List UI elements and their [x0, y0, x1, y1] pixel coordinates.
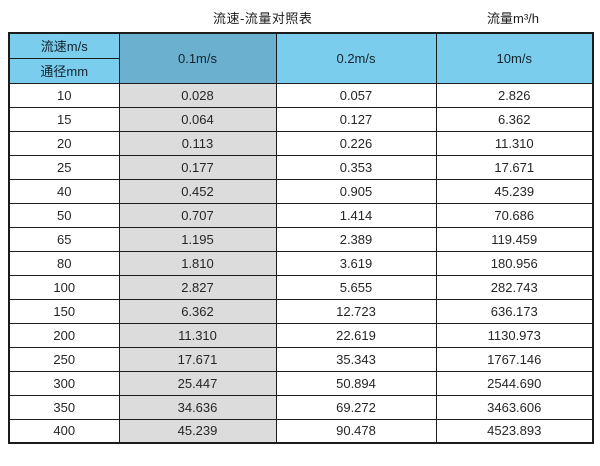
value-cell: 3.619: [275, 250, 437, 276]
caption-strip: 流速-流量对照表 流量m³/h: [0, 0, 600, 32]
value-cell: 1130.973: [435, 322, 594, 348]
diameter-cell: 200: [8, 322, 120, 348]
diameter-cell: 400: [8, 418, 120, 444]
value-cell: 119.459: [435, 226, 594, 252]
diameter-cell: 50: [8, 202, 120, 228]
value-cell: 69.272: [275, 394, 437, 420]
diameter-cell: 10: [8, 82, 120, 108]
diameter-cell: 300: [8, 370, 120, 396]
value-cell: 282.743: [435, 274, 594, 300]
value-cell: 12.723: [275, 298, 437, 324]
value-cell: 22.619: [275, 322, 437, 348]
value-cell: 636.173: [435, 298, 594, 324]
value-cell: 6.362: [118, 298, 277, 324]
value-cell: 25.447: [118, 370, 277, 396]
value-cell: 5.655: [275, 274, 437, 300]
table-row: 15 0.064 0.127 6.362: [8, 106, 594, 132]
value-cell: 4523.893: [435, 418, 594, 444]
table-header: 流速m/s 0.1m/s 0.2m/s 10m/s 通径mm: [8, 32, 594, 84]
table-row: 250 17.671 35.343 1767.146: [8, 346, 594, 372]
table-row: 50 0.707 1.414 70.686: [8, 202, 594, 228]
table-row: 25 0.177 0.353 17.671: [8, 154, 594, 180]
table-row: 80 1.810 3.619 180.956: [8, 250, 594, 276]
diameter-cell: 100: [8, 274, 120, 300]
diameter-cell: 80: [8, 250, 120, 276]
value-cell: 1.810: [118, 250, 277, 276]
value-cell: 0.226: [275, 130, 437, 156]
diameter-cell: 20: [8, 130, 120, 156]
value-cell: 2.826: [435, 82, 594, 108]
diameter-cell: 15: [8, 106, 120, 132]
value-cell: 1767.146: [435, 346, 594, 372]
value-cell: 17.671: [435, 154, 594, 180]
column-header-0-1ms: 0.1m/s: [118, 32, 277, 84]
table-row: 150 6.362 12.723 636.173: [8, 298, 594, 324]
value-cell: 0.905: [275, 178, 437, 204]
velocity-flow-table: 流速m/s 0.1m/s 0.2m/s 10m/s 通径mm 10 0.028 0.…: [8, 32, 594, 444]
value-cell: 50.894: [275, 370, 437, 396]
table-row: 20 0.113 0.226 11.310: [8, 130, 594, 156]
table-row: 350 34.636 69.272 3463.606: [8, 394, 594, 420]
value-cell: 180.956: [435, 250, 594, 276]
value-cell: 6.362: [435, 106, 594, 132]
value-cell: 0.064: [118, 106, 277, 132]
table-row: 100 2.827 5.655 282.743: [8, 274, 594, 300]
value-cell: 2.389: [275, 226, 437, 252]
table-row: 65 1.195 2.389 119.459: [8, 226, 594, 252]
value-cell: 17.671: [118, 346, 277, 372]
corner-velocity-label: 流速m/s: [8, 32, 120, 59]
value-cell: 2.827: [118, 274, 277, 300]
column-header-0-2ms: 0.2m/s: [275, 32, 437, 84]
value-cell: 34.636: [118, 394, 277, 420]
value-cell: 0.177: [118, 154, 277, 180]
value-cell: 0.057: [275, 82, 437, 108]
value-cell: 45.239: [118, 418, 277, 444]
table-title: 流速-流量对照表: [213, 11, 313, 26]
table-row: 10 0.028 0.057 2.826: [8, 82, 594, 108]
value-cell: 1.195: [118, 226, 277, 252]
value-cell: 3463.606: [435, 394, 594, 420]
value-cell: 0.127: [275, 106, 437, 132]
diameter-cell: 250: [8, 346, 120, 372]
diameter-cell: 65: [8, 226, 120, 252]
diameter-cell: 350: [8, 394, 120, 420]
value-cell: 0.113: [118, 130, 277, 156]
value-cell: 11.310: [118, 322, 277, 348]
value-cell: 90.478: [275, 418, 437, 444]
value-cell: 1.414: [275, 202, 437, 228]
value-cell: 35.343: [275, 346, 437, 372]
corner-diameter-label: 通径mm: [8, 57, 120, 84]
value-cell: 0.707: [118, 202, 277, 228]
value-cell: 11.310: [435, 130, 594, 156]
diameter-cell: 40: [8, 178, 120, 204]
diameter-cell: 25: [8, 154, 120, 180]
value-cell: 0.353: [275, 154, 437, 180]
diameter-cell: 150: [8, 298, 120, 324]
value-cell: 2544.690: [435, 370, 594, 396]
table-row: 40 0.452 0.905 45.239: [8, 178, 594, 204]
table-row: 300 25.447 50.894 2544.690: [8, 370, 594, 396]
table-row: 200 11.310 22.619 1130.973: [8, 322, 594, 348]
table-body: 10 0.028 0.057 2.826 15 0.064 0.127 6.362 20 0.11…: [8, 82, 594, 444]
value-cell: 0.452: [118, 178, 277, 204]
table-row: 400 45.239 90.478 4523.893: [8, 418, 594, 444]
value-cell: 45.239: [435, 178, 594, 204]
column-header-10ms: 10m/s: [435, 32, 594, 84]
unit-label: 流量m³/h: [487, 11, 540, 26]
value-cell: 0.028: [118, 82, 277, 108]
value-cell: 70.686: [435, 202, 594, 228]
